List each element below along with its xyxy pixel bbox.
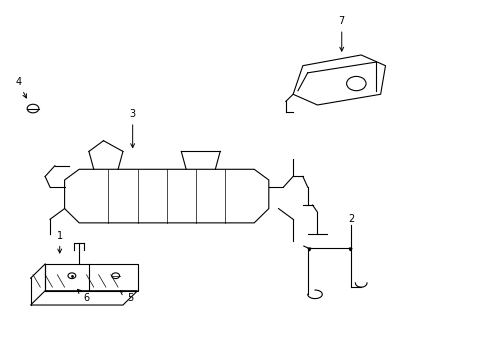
Text: 1: 1	[57, 231, 62, 253]
Text: 6: 6	[78, 289, 89, 303]
Text: 3: 3	[129, 109, 136, 148]
Text: 7: 7	[338, 17, 344, 51]
Text: 4: 4	[15, 77, 26, 98]
Text: 2: 2	[347, 213, 354, 224]
Text: 5: 5	[120, 291, 133, 303]
